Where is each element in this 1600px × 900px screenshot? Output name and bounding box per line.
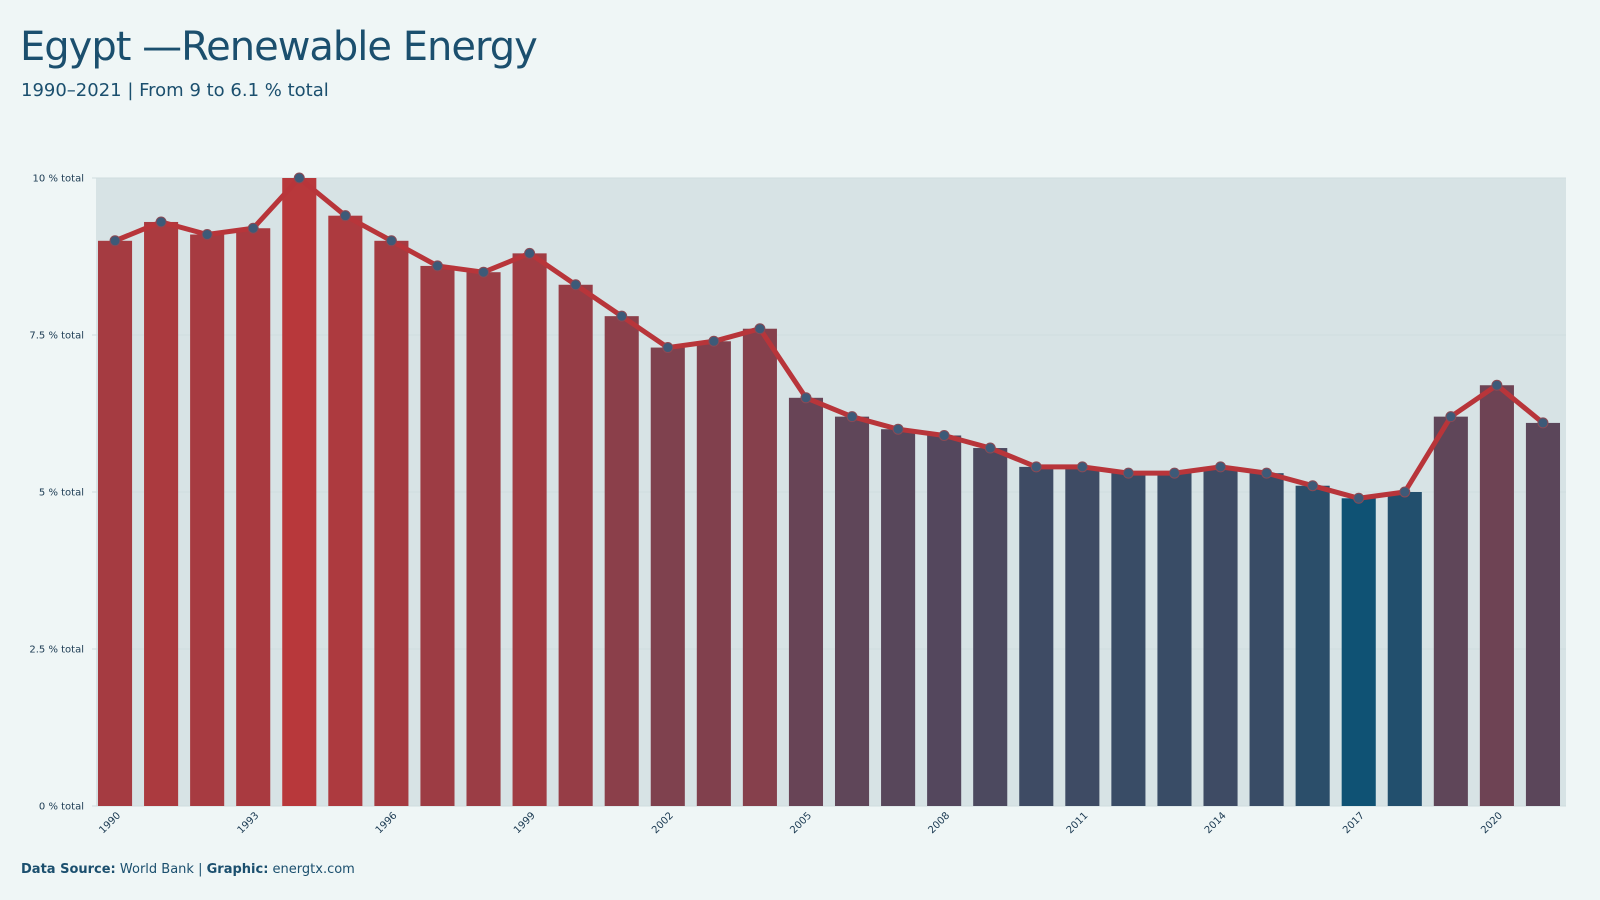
- bar-2004: [742, 328, 777, 806]
- bar-2020: [1479, 385, 1514, 806]
- point-2017: [1353, 492, 1365, 504]
- bar-2015: [1249, 473, 1284, 806]
- x-tick-label: 1993: [236, 810, 262, 836]
- bar-2013: [1157, 473, 1192, 806]
- point-2008: [938, 429, 950, 441]
- x-tick-label: 2020: [1479, 810, 1505, 836]
- point-1995: [339, 210, 351, 222]
- bar-1990: [97, 240, 133, 807]
- bar-2017: [1341, 498, 1376, 806]
- y-tick-label: 0 % total: [39, 802, 84, 813]
- point-2003: [708, 335, 720, 347]
- point-2020: [1491, 379, 1503, 391]
- bar-2000: [558, 284, 593, 806]
- bar-2003: [696, 341, 731, 806]
- bar-2005: [788, 397, 824, 806]
- bar-1997: [420, 265, 455, 806]
- bar-2012: [1111, 473, 1146, 806]
- graphic-value: energtx.com: [272, 862, 355, 877]
- x-tick-label: 2014: [1203, 810, 1229, 836]
- bar-2010: [1019, 466, 1054, 806]
- point-1991: [155, 216, 167, 228]
- point-2014: [1215, 461, 1227, 473]
- marker-series: [109, 172, 1549, 504]
- x-tick-label: 2002: [650, 810, 676, 836]
- graphic-label: Graphic:: [206, 862, 269, 877]
- point-2013: [1168, 467, 1180, 479]
- y-tick-label: 10 % total: [33, 174, 84, 185]
- y-axis-ticks: 0 % total 2.5 % total 5 % total 7.5 % total…: [29, 174, 84, 813]
- point-2012: [1122, 467, 1134, 479]
- point-2010: [1030, 461, 1042, 473]
- bar-1993: [236, 228, 271, 807]
- source-label: Data Source:: [21, 862, 116, 877]
- point-1990: [109, 235, 121, 247]
- x-tick-label: 2017: [1341, 810, 1367, 836]
- x-tick-label: 1996: [374, 810, 400, 836]
- bar-1999: [512, 253, 547, 807]
- bar-1998: [466, 272, 501, 806]
- bar-2008: [927, 435, 962, 806]
- point-1992: [201, 229, 213, 241]
- point-2006: [846, 411, 858, 423]
- point-1999: [524, 247, 536, 259]
- bar-2011: [1065, 466, 1100, 806]
- point-2011: [1076, 461, 1088, 473]
- point-1994: [293, 172, 305, 184]
- x-tick-label: 2011: [1065, 810, 1091, 836]
- bar-1991: [144, 221, 179, 806]
- line-series: [112, 175, 1546, 501]
- point-2005: [800, 392, 812, 404]
- point-2007: [892, 423, 904, 435]
- bar-1992: [190, 234, 225, 806]
- bar-2018: [1387, 492, 1422, 806]
- point-2019: [1445, 411, 1457, 423]
- bar-2016: [1295, 485, 1330, 806]
- y-tick-label: 5 % total: [39, 488, 84, 499]
- point-2009: [984, 442, 996, 454]
- y-tick-label: 7.5 % total: [29, 331, 84, 342]
- point-2016: [1307, 480, 1319, 492]
- point-2004: [754, 323, 766, 335]
- point-2018: [1399, 486, 1411, 498]
- point-2000: [570, 279, 582, 291]
- bar-2021: [1525, 422, 1561, 806]
- bar-series: [97, 178, 1561, 807]
- bar-2019: [1433, 416, 1468, 806]
- bar-2006: [834, 416, 870, 806]
- point-2002: [662, 342, 674, 354]
- point-1993: [247, 222, 259, 234]
- bar-2001: [604, 316, 639, 806]
- point-2015: [1261, 467, 1273, 479]
- point-1997: [431, 260, 443, 272]
- trend-line: [112, 175, 1546, 501]
- point-2021: [1537, 417, 1549, 429]
- x-tick-label: 1999: [512, 810, 538, 836]
- bar-1996: [374, 240, 409, 807]
- x-tick-label: 1990: [97, 810, 123, 836]
- footer-separator: |: [198, 862, 203, 877]
- point-1996: [385, 235, 397, 247]
- point-1998: [478, 266, 490, 278]
- chart-title: Egypt —Renewable Energy: [20, 24, 538, 70]
- x-tick-label: 2005: [788, 810, 814, 836]
- y-tick-label: 2.5 % total: [29, 645, 84, 656]
- chart-footer: Data Source: World Bank | Graphic: energ…: [21, 862, 355, 877]
- bar-2002: [650, 347, 685, 806]
- source-value: World Bank: [119, 862, 194, 877]
- bar-1994: [282, 178, 317, 806]
- x-axis-ticks: 1990 1993 1996 1999 2002 2005 2008 2011 2014 2017…: [97, 810, 1505, 836]
- bar-2009: [973, 448, 1008, 806]
- bar-2007: [881, 429, 916, 806]
- bar-1995: [328, 215, 363, 806]
- chart-subtitle: 1990–2021 | From 9 to 6.1 % total: [21, 80, 329, 101]
- x-tick-label: 2008: [927, 810, 953, 836]
- bar-2014: [1203, 466, 1238, 806]
- point-2001: [616, 310, 628, 322]
